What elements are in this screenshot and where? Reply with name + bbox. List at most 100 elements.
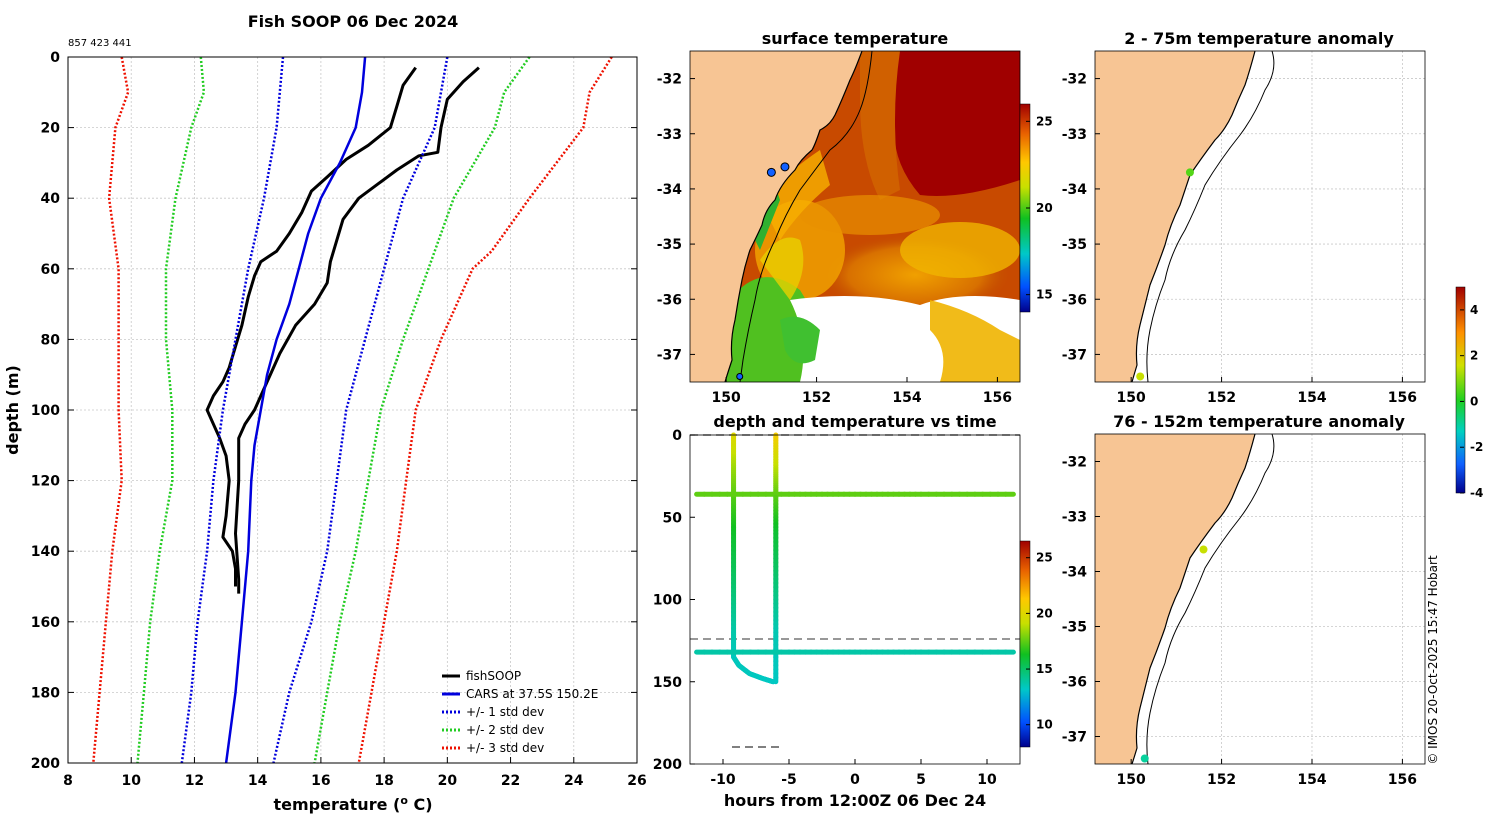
anomaly-shallow-tick-label-x: 152 — [1207, 390, 1236, 406]
profile-title: Fish SOOP 06 Dec 2024 — [248, 12, 458, 31]
time-series-tick-label-x: -5 — [781, 772, 797, 788]
profile-series-line-5 — [313, 56, 531, 764]
temperature-profile-chart: Fish SOOP 06 Dec 2024 857 423 441 8 10 12 1… — [3, 12, 647, 814]
profile-series-line-3 — [272, 56, 449, 764]
anomaly-shallow-shelf-contour — [1146, 51, 1275, 382]
time-series-tick-label-x: -10 — [710, 772, 736, 788]
anomaly-deep-tick-label-y: -36 — [1062, 675, 1087, 691]
profile-tick-label-x: 14 — [248, 773, 268, 789]
time-series-tick-label-x: 5 — [916, 772, 926, 788]
anomaly-shallow-axes-box — [1094, 50, 1426, 383]
legend-label-cars: CARS at 37.5S 150.2E — [466, 687, 598, 701]
profile-tick-label-y: 200 — [31, 756, 60, 772]
surface-temperature-map: surface temperature 150 152 154 156-32-33-3 — [657, 29, 1053, 406]
anomaly-colorbar-tick-label: 0 — [1470, 394, 1478, 408]
sst-tick-label-y: -35 — [657, 237, 682, 253]
legend-label-std3: +/- 3 std dev — [466, 741, 544, 755]
anomaly-shallow-tick-label-y: -35 — [1062, 237, 1087, 253]
time-series-colorbar-tick-label: 20 — [1036, 606, 1053, 620]
sst-tick-label-y: -34 — [657, 182, 683, 198]
anomaly-shallow-map: 2 - 75m temperature anomaly 150 152 154 156… — [1062, 29, 1426, 406]
profile-tick-label-y: 20 — [41, 121, 61, 137]
sst-tick-label-x: 150 — [712, 390, 741, 406]
sst-tick-label-x: 156 — [983, 390, 1012, 406]
time-series-colorbar-tick-label: 25 — [1036, 551, 1053, 565]
profile-tick-label-y: 120 — [31, 474, 60, 490]
legend-label-fishsoop: fishSOOP — [466, 669, 521, 683]
anomaly-deep-axes-box — [1094, 433, 1426, 765]
time-series-xlabel: hours from 12:00Z 06 Dec 24 — [724, 791, 986, 810]
time-series-tick-label-y: 50 — [663, 510, 683, 526]
sst-tick-label-y: -33 — [657, 127, 682, 143]
anomaly-shallow-tick-label-y: -32 — [1062, 72, 1087, 88]
profile-tick-label-y: 40 — [41, 191, 61, 207]
profile-tick-label-y: 160 — [31, 615, 60, 631]
time-series-tick-label-x: 10 — [977, 772, 997, 788]
copyright-note: © IMOS 20-Oct-2025 15:47 Hobart — [1426, 555, 1440, 765]
sst-station-marker — [736, 372, 744, 380]
sst-tick-label-y: -32 — [657, 72, 682, 88]
anomaly-deep-coastline — [1131, 434, 1256, 764]
anomaly-deep-tick-label-y: -33 — [1062, 510, 1087, 526]
anomaly-deep-tick-label-x: 152 — [1207, 772, 1236, 788]
sst-station-marker — [766, 167, 776, 177]
anomaly-shallow-tick-label-x: 150 — [1117, 390, 1146, 406]
anomaly-shallow-tick-label-y: -33 — [1062, 127, 1087, 143]
anomaly-shallow-tick-label-x: 156 — [1388, 390, 1417, 406]
profile-series-line-0 — [234, 66, 480, 594]
profile-tick-label-y: 140 — [31, 544, 60, 560]
anomaly-shallow-tick-label-y: -34 — [1062, 182, 1088, 198]
anomaly-shallow-marker — [1185, 168, 1194, 177]
anomaly-deep-land — [1095, 434, 1255, 764]
time-series-tick-label-x: 0 — [850, 772, 860, 788]
time-series-tick-label-y: 150 — [653, 675, 682, 691]
anomaly-shallow-tick-label-x: 154 — [1297, 390, 1326, 406]
profile-subtitle: 857 423 441 — [68, 38, 132, 49]
profile-tick-label-y: 60 — [41, 262, 61, 278]
anomaly-deep-marker — [1199, 545, 1208, 554]
profile-xlabel: temperature (o C) — [273, 794, 432, 815]
anomaly-shallow-coastline — [1131, 51, 1256, 382]
profile-tick-label-x: 18 — [374, 773, 393, 789]
time-series-tick-label-y: 200 — [653, 757, 682, 773]
anomaly-shallow-land — [1095, 51, 1255, 382]
profile-series-group — [92, 56, 613, 764]
anomaly-deep-tick-label-x: 154 — [1297, 772, 1326, 788]
anomaly-deep-tick-label-x: 150 — [1117, 772, 1146, 788]
profile-tick-label-x: 26 — [627, 773, 646, 789]
depth-temperature-vs-time-chart: depth and temperature vs time -10 -5 0 5 100… — [653, 412, 1053, 810]
anomaly-deep-tick-label-y: -32 — [1062, 455, 1087, 471]
profile-tick-label-x: 20 — [438, 773, 458, 789]
sst-tick-label-y: -36 — [657, 292, 682, 308]
anomaly-deep-map: 76 - 152m temperature anomaly 150 152 154 1… — [1062, 286, 1483, 788]
profile-legend: fishSOOP CARS at 37.5S 150.2E +/- 1 std … — [442, 669, 598, 755]
profile-tick-label-y: 80 — [41, 332, 61, 348]
profile-ylabel: depth (m) — [3, 365, 22, 455]
sst-tick-label-x: 154 — [892, 390, 921, 406]
anomaly-colorbar-tick-label: -2 — [1470, 440, 1483, 454]
profile-tick-label-x: 24 — [564, 773, 584, 789]
anomaly-deep-title: 76 - 152m temperature anomaly — [1113, 412, 1405, 431]
sst-station-marker — [780, 162, 790, 172]
anomaly-deep-shelf-contour — [1146, 434, 1275, 764]
anomaly-shallow-tick-label-y: -36 — [1062, 292, 1087, 308]
time-series-colorbar-tick-label: 10 — [1036, 718, 1053, 732]
sst-colorbar-tick-label: 25 — [1036, 114, 1053, 128]
profile-tick-label-x: 16 — [311, 773, 330, 789]
sst-title: surface temperature — [762, 29, 949, 48]
anomaly-deep-marker — [1140, 754, 1149, 763]
anomaly-deep-tick-label-x: 156 — [1388, 772, 1417, 788]
profile-tick-label-x: 10 — [121, 773, 141, 789]
anomaly-deep-tick-label-y: -35 — [1062, 620, 1087, 636]
profile-series-line-2 — [224, 56, 367, 764]
time-series-tick-label-y: 100 — [653, 593, 682, 609]
anomaly-shallow-tick-label-y: -37 — [1062, 347, 1087, 363]
time-series-axes-box — [689, 434, 1021, 765]
anomaly-colorbar-tick-label: -4 — [1470, 486, 1483, 500]
time-series-title: depth and temperature vs time — [713, 412, 996, 431]
time-series-colorbar-tick-label: 15 — [1036, 662, 1053, 676]
anomaly-deep-tick-label-y: -34 — [1062, 565, 1088, 581]
anomaly-colorbar-tick-label: 4 — [1470, 303, 1478, 317]
profile-series-line-8 — [92, 56, 130, 764]
